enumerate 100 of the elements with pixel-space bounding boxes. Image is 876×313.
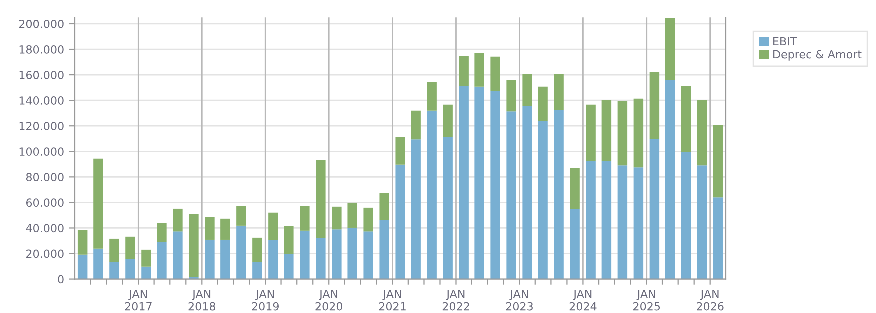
bar [396, 136, 406, 165]
bar [538, 121, 548, 280]
x-tick-label: JAN 2018 [188, 290, 216, 311]
bar [443, 136, 453, 280]
y-tick-label: 100.000 [20, 148, 64, 156]
bar [268, 212, 278, 240]
y-tick-label: 80.000 [26, 173, 64, 182]
bar [364, 232, 374, 280]
bar [78, 254, 88, 280]
y-tick-label: 20.000 [26, 250, 64, 258]
bar [713, 198, 724, 280]
bar [618, 100, 628, 166]
x-tick-label: JAN 2024 [570, 290, 597, 311]
bar [602, 160, 612, 280]
x-tick-label: JAN 2022 [442, 290, 470, 311]
y-tick-label: 120.000 [20, 122, 64, 130]
x-tick-label: JAN 2019 [252, 290, 279, 311]
bar [459, 56, 469, 86]
bar [538, 86, 548, 122]
bar [189, 214, 199, 277]
y-tick-label: 180.000 [20, 45, 64, 54]
bar [506, 80, 516, 112]
bar [126, 259, 136, 280]
bar [634, 168, 644, 280]
bar [570, 209, 580, 280]
bar [474, 52, 484, 87]
bar [380, 193, 390, 220]
bar [490, 56, 500, 92]
bar [348, 202, 358, 228]
bar [284, 254, 294, 280]
bar [173, 208, 183, 232]
bar [586, 104, 596, 161]
bar [554, 74, 564, 110]
bar [697, 100, 708, 166]
bar [697, 166, 708, 280]
bar [618, 166, 628, 280]
y-tick-label: 0 [58, 275, 64, 284]
bar [586, 160, 596, 280]
bar [157, 223, 167, 242]
bar [554, 110, 564, 280]
bar [94, 158, 104, 249]
bar [110, 262, 120, 280]
bar [316, 238, 326, 280]
x-tick-label: JAN 2026 [697, 290, 724, 311]
bar [300, 230, 310, 280]
bar [126, 236, 136, 259]
bar [443, 104, 453, 137]
bar [713, 124, 724, 198]
y-tick-label: 60.000 [26, 198, 64, 208]
bar [380, 220, 390, 280]
bar [205, 217, 215, 240]
bar [602, 100, 612, 161]
bar [364, 208, 374, 232]
bar [220, 218, 230, 240]
bar [142, 250, 152, 267]
bar [650, 139, 660, 280]
bar [411, 110, 421, 140]
bar [220, 240, 230, 280]
x-tick-label: JAN 2017 [125, 290, 152, 311]
bar [634, 98, 644, 168]
bar [300, 206, 310, 231]
bar [474, 86, 484, 280]
bar [284, 226, 294, 254]
legend-label: EBIT [774, 37, 798, 46]
bar [110, 238, 120, 262]
bar [522, 74, 532, 106]
bar [570, 168, 580, 210]
y-tick-label: 140.000 [20, 96, 64, 105]
bar [427, 110, 437, 280]
bar [252, 262, 262, 280]
bar [94, 248, 104, 280]
bar [650, 72, 660, 140]
bar [665, 18, 676, 80]
bar [173, 232, 183, 280]
bar [332, 206, 342, 230]
legend-label: Deprec & Amort [774, 50, 862, 61]
bar [490, 91, 500, 280]
bar [236, 206, 246, 226]
bar [681, 152, 692, 280]
bar [411, 140, 421, 280]
x-tick-label: JAN 2020 [316, 290, 343, 311]
bar [427, 82, 437, 111]
bar [681, 86, 692, 152]
bar [522, 106, 532, 280]
y-tick-label: 200.000 [19, 20, 64, 28]
bar [157, 242, 167, 280]
y-tick-label: 160.000 [20, 71, 64, 80]
bar [316, 160, 326, 238]
bar [332, 230, 342, 280]
x-tick-label: JAN 2021 [379, 290, 406, 311]
bar [268, 240, 278, 280]
bar [396, 164, 406, 280]
bar [348, 228, 358, 280]
bar [236, 226, 246, 280]
x-tick-label: JAN 2023 [506, 290, 533, 311]
y-tick-label: 40.000 [26, 224, 64, 233]
x-tick-label: JAN 2025 [634, 290, 660, 311]
bar [665, 80, 676, 280]
bar [506, 112, 516, 280]
bar [459, 86, 469, 280]
